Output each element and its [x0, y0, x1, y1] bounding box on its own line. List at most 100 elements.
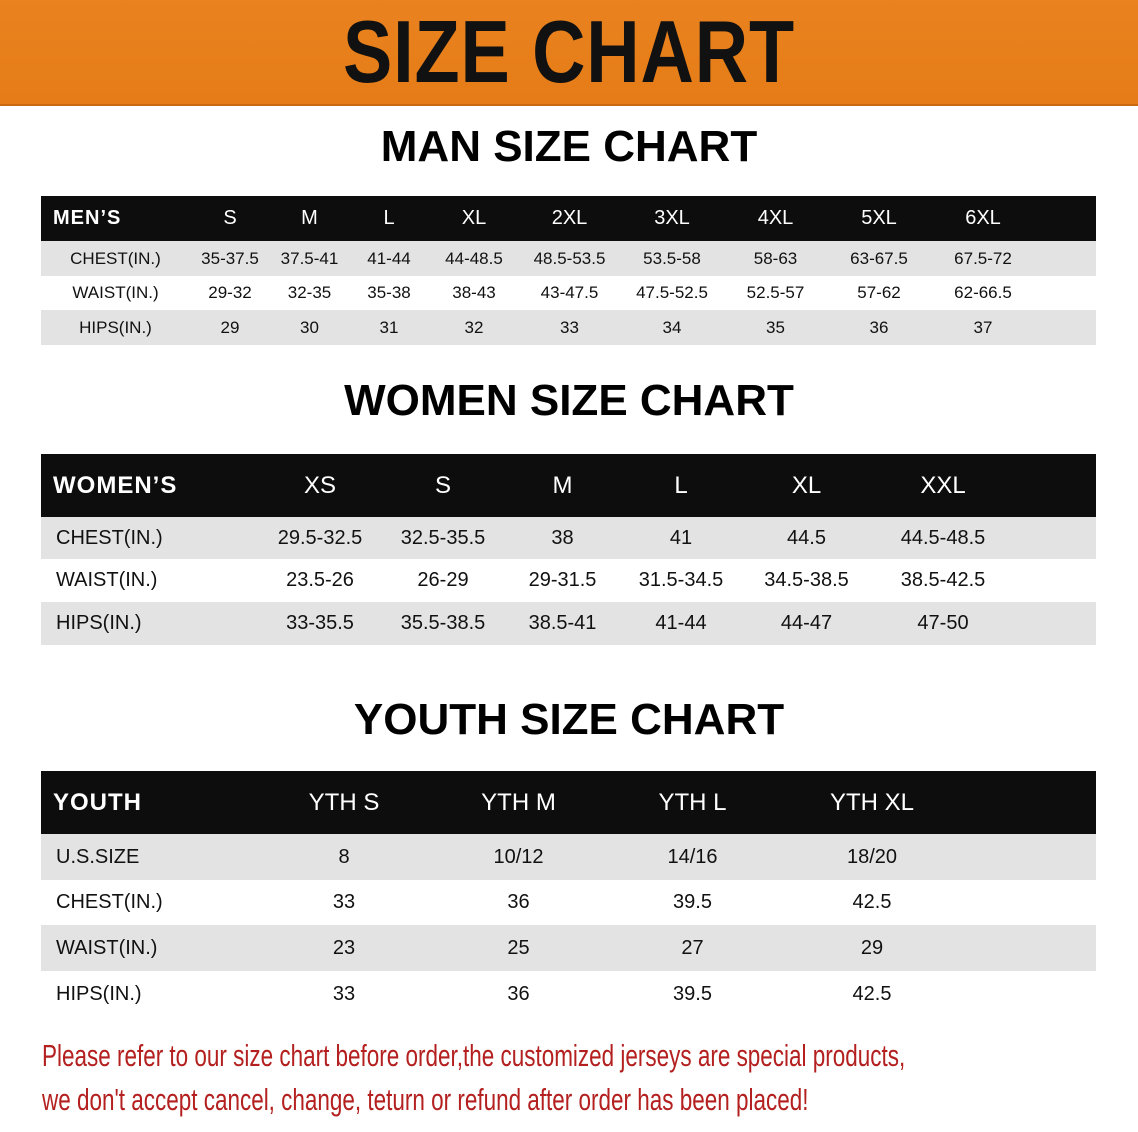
- measurement-cell: 29-31.5: [504, 559, 621, 602]
- measurement-cell: 47.5-52.5: [620, 276, 724, 310]
- measurement-cell: 41: [621, 517, 741, 559]
- table-row: CHEST(IN.) 35-37.5 37.5-41 41-44 44-48.5 48.5…: [41, 241, 1096, 276]
- measurement-cell: 43-47.5: [519, 276, 620, 310]
- empty-cell: [965, 925, 1096, 971]
- measurement-cell: 37.5-41: [270, 241, 349, 276]
- measurement-cell: 58-63: [724, 241, 827, 276]
- measurement-cell: 14/16: [606, 834, 779, 880]
- measurement-cell: 47-50: [872, 602, 1014, 645]
- size-header: YTH L: [606, 771, 779, 834]
- measurement-cell: 29-32: [190, 276, 270, 310]
- measurement-cell: 33: [519, 310, 620, 345]
- empty-cell: [965, 771, 1096, 834]
- size-header: 2XL: [519, 196, 620, 241]
- measurement-cell: 23.5-26: [258, 559, 382, 602]
- measurement-cell: 35.5-38.5: [382, 602, 504, 645]
- empty-cell: [965, 880, 1096, 925]
- measurement-cell: 34: [620, 310, 724, 345]
- measurement-cell: 57-62: [827, 276, 931, 310]
- row-label: U.S.SIZE: [41, 834, 257, 880]
- header-row: WOMEN’S XS S M L XL XXL: [41, 454, 1096, 517]
- measurement-cell: 29.5-32.5: [258, 517, 382, 559]
- measurement-cell: 53.5-58: [620, 241, 724, 276]
- size-header: 3XL: [620, 196, 724, 241]
- table-row: WAIST(IN.) 29-32 32-35 35-38 38-43 43-47.5 47.…: [41, 276, 1096, 310]
- empty-cell: [1035, 276, 1096, 310]
- row-label: WAIST(IN.): [41, 925, 257, 971]
- measurement-cell: 32: [429, 310, 519, 345]
- measurement-cell: 23: [257, 925, 431, 971]
- table-row: HIPS(IN.) 33 36 39.5 42.5: [41, 971, 1096, 1017]
- size-header: S: [382, 454, 504, 517]
- size-header: YTH XL: [779, 771, 965, 834]
- size-header: S: [190, 196, 270, 241]
- row-label: CHEST(IN.): [41, 241, 190, 276]
- men-title: MAN SIZE CHART: [380, 122, 758, 171]
- table-row: CHEST(IN.) 29.5-32.5 32.5-35.5 38 41 44.5 44.5…: [41, 517, 1096, 559]
- measurement-cell: 25: [431, 925, 606, 971]
- measurement-cell: 31: [349, 310, 429, 345]
- empty-cell: [1035, 196, 1096, 241]
- measurement-cell: 31.5-34.5: [621, 559, 741, 602]
- table-row: HIPS(IN.) 29 30 31 32 33 34 35 36 37: [41, 310, 1096, 345]
- measurement-cell: 48.5-53.5: [519, 241, 620, 276]
- youth-title: YOUTH SIZE CHART: [353, 695, 785, 744]
- banner: SIZE CHART: [0, 0, 1138, 106]
- measurement-cell: 8: [257, 834, 431, 880]
- men-size-table: MEN’S S M L XL 2XL 3XL 4XL 5XL 6XL CHEST(IN.) 35-37…: [41, 196, 1096, 345]
- measurement-cell: 37: [931, 310, 1035, 345]
- measurement-cell: 42.5: [779, 880, 965, 925]
- size-header: XL: [429, 196, 519, 241]
- measurement-cell: 10/12: [431, 834, 606, 880]
- table-header-label: WOMEN’S: [41, 454, 258, 517]
- measurement-cell: 38.5-41: [504, 602, 621, 645]
- size-header: YTH S: [257, 771, 431, 834]
- size-header: XS: [258, 454, 382, 517]
- measurement-cell: 29: [779, 925, 965, 971]
- measurement-cell: 36: [431, 880, 606, 925]
- table-row: CHEST(IN.) 33 36 39.5 42.5: [41, 880, 1096, 925]
- measurement-cell: 26-29: [382, 559, 504, 602]
- table-row: WAIST(IN.) 23.5-26 26-29 29-31.5 31.5-34.5 34…: [41, 559, 1096, 602]
- measurement-cell: 35-37.5: [190, 241, 270, 276]
- measurement-cell: 44-47: [741, 602, 872, 645]
- empty-cell: [965, 971, 1096, 1017]
- measurement-cell: 38.5-42.5: [872, 559, 1014, 602]
- table-row: HIPS(IN.) 33-35.5 35.5-38.5 38.5-41 41-44 44-…: [41, 602, 1096, 645]
- measurement-cell: 42.5: [779, 971, 965, 1017]
- size-header: XL: [741, 454, 872, 517]
- row-label: HIPS(IN.): [41, 971, 257, 1017]
- measurement-cell: 29: [190, 310, 270, 345]
- measurement-cell: 34.5-38.5: [741, 559, 872, 602]
- measurement-cell: 27: [606, 925, 779, 971]
- measurement-cell: 39.5: [606, 880, 779, 925]
- empty-cell: [965, 834, 1096, 880]
- measurement-cell: 32-35: [270, 276, 349, 310]
- header-row: MEN’S S M L XL 2XL 3XL 4XL 5XL 6XL: [41, 196, 1096, 241]
- size-header: YTH M: [431, 771, 606, 834]
- youth-size-table: YOUTH YTH S YTH M YTH L YTH XL U.S.SIZE 8 10/12…: [41, 771, 1096, 1017]
- table-row: WAIST(IN.) 23 25 27 29: [41, 925, 1096, 971]
- measurement-cell: 33: [257, 880, 431, 925]
- measurement-cell: 41-44: [349, 241, 429, 276]
- measurement-cell: 44.5-48.5: [872, 517, 1014, 559]
- measurement-cell: 39.5: [606, 971, 779, 1017]
- measurement-cell: 38-43: [429, 276, 519, 310]
- measurement-cell: 67.5-72: [931, 241, 1035, 276]
- table-row: U.S.SIZE 8 10/12 14/16 18/20: [41, 834, 1096, 880]
- size-header: 5XL: [827, 196, 931, 241]
- size-header: 6XL: [931, 196, 1035, 241]
- row-label: WAIST(IN.): [41, 276, 190, 310]
- empty-cell: [1014, 602, 1096, 645]
- measurement-cell: 44.5: [741, 517, 872, 559]
- size-header: M: [504, 454, 621, 517]
- size-header: L: [349, 196, 429, 241]
- measurement-cell: 38: [504, 517, 621, 559]
- measurement-cell: 62-66.5: [931, 276, 1035, 310]
- measurement-cell: 33: [257, 971, 431, 1017]
- measurement-cell: 52.5-57: [724, 276, 827, 310]
- notice-line-1: Please refer to our size chart before or…: [42, 1038, 906, 1073]
- empty-cell: [1035, 241, 1096, 276]
- empty-cell: [1035, 310, 1096, 345]
- empty-cell: [1014, 559, 1096, 602]
